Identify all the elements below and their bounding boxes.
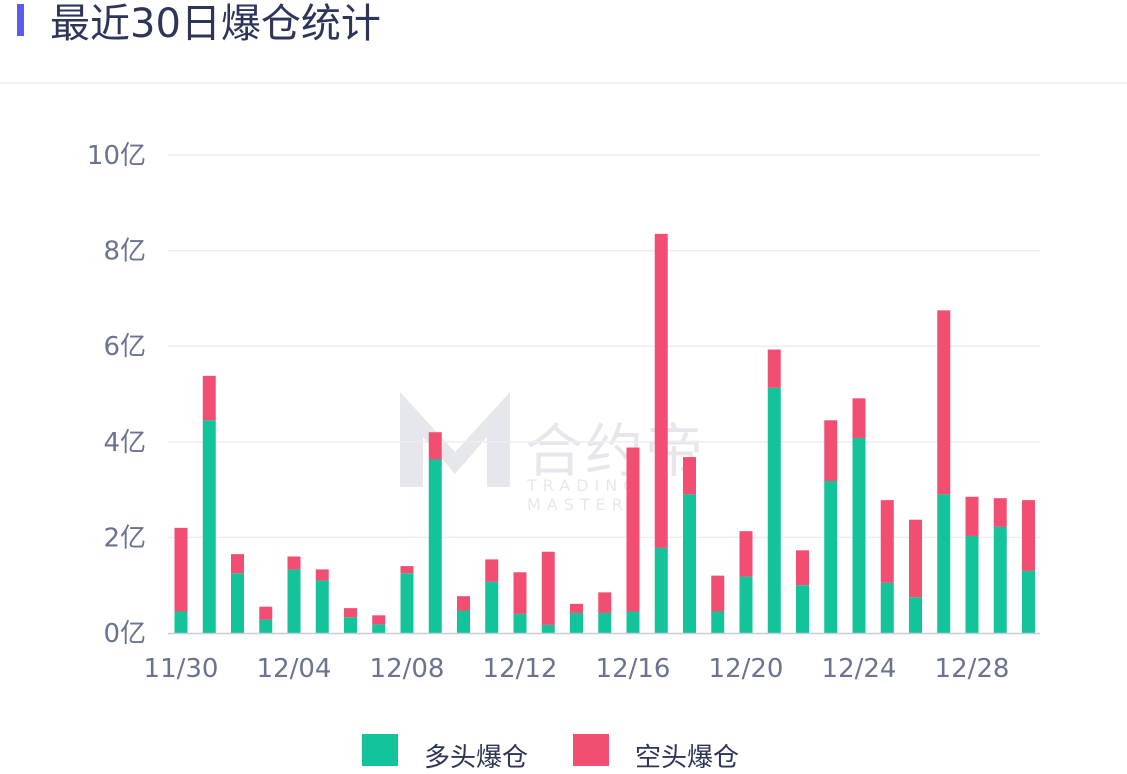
title-accent-bar [17, 4, 24, 36]
bar-long-12/14[interactable] [570, 612, 583, 633]
watermark-text: 合约帝 [525, 417, 706, 485]
bar-long-12/11[interactable] [485, 581, 499, 633]
bar-long-12/18[interactable] [683, 494, 696, 633]
bar-long-12/03[interactable] [259, 619, 273, 633]
bar-short-12/19[interactable] [711, 575, 725, 612]
x-tick-label: 12/08 [370, 654, 445, 684]
bar-short-12/22[interactable] [796, 550, 809, 586]
bar-short-12/24[interactable] [852, 398, 866, 438]
bar-short-12/05[interactable] [315, 569, 329, 581]
bar-short-12/15[interactable] [598, 592, 612, 613]
bar-short-12/17[interactable] [654, 233, 668, 548]
x-axis: 11/30 12/04 12/08 12/12 12/16 12/20 12/24 12/28 [144, 654, 1010, 684]
bar-long-12/29[interactable] [993, 526, 1007, 633]
watermark-logo-icon [400, 392, 510, 487]
bar-long-12/13[interactable] [541, 624, 555, 633]
y-tick-label: 2亿 [103, 523, 146, 553]
bar-long-12/06[interactable] [344, 617, 357, 633]
y-tick-label: 6亿 [103, 332, 146, 362]
bar-short-12/20[interactable] [739, 531, 753, 577]
bar-long-12/15[interactable] [598, 612, 612, 633]
bar-long-12/16[interactable] [626, 611, 640, 633]
bar-short-12/03[interactable] [259, 606, 273, 620]
bar-long-12/19[interactable] [711, 611, 725, 633]
bar-short-12/01[interactable] [202, 375, 216, 421]
bar-long-12/24[interactable] [852, 437, 866, 633]
page-title: 最近30日爆仓统计 [50, 1, 381, 47]
x-tick-label: 11/30 [144, 654, 219, 684]
legend: 多头爆仓 空头爆仓 [0, 728, 1127, 773]
bar-long-12/27[interactable] [937, 494, 951, 633]
bar-short-12/12[interactable] [513, 572, 527, 614]
bar-short-12/23[interactable] [824, 420, 838, 481]
watermark: 合约帝 TRADING MASTER [395, 382, 735, 514]
bar-short-12/06[interactable] [344, 608, 357, 618]
bar-short-12/27[interactable] [937, 310, 951, 495]
bar-short-12/14[interactable] [570, 603, 583, 613]
x-tick-label: 12/24 [822, 654, 897, 684]
bar-long-12/02[interactable] [231, 573, 244, 633]
chart-grid [168, 154, 1040, 539]
bar-short-12/11[interactable] [485, 559, 499, 582]
bar-short-12/16[interactable] [626, 447, 640, 612]
y-tick-label: 8亿 [103, 237, 146, 267]
x-tick-label: 12/28 [935, 654, 1010, 684]
bar-short-12/25[interactable] [880, 500, 894, 583]
bar-long-12/09[interactable] [428, 459, 442, 633]
bar-long-12/01[interactable] [202, 420, 216, 633]
bar-long-12/07[interactable] [372, 624, 386, 633]
bar-long-12/05[interactable] [315, 580, 329, 633]
bar-short-12/07[interactable] [372, 615, 386, 625]
x-tick-label: 12/12 [483, 654, 558, 684]
bar-long-12/26[interactable] [909, 597, 922, 633]
y-axis: 0亿 2亿 4亿 6亿 8亿 10亿 [87, 141, 146, 649]
bar-short-12/08[interactable] [400, 566, 414, 574]
bar-short-12/29[interactable] [993, 498, 1007, 527]
legend-label-short: 空头爆仓 [635, 743, 740, 773]
bar-short-12/10[interactable] [457, 596, 470, 611]
x-tick-label: 12/20 [709, 654, 784, 684]
bar-short-12/04[interactable] [287, 556, 301, 570]
bar-short-12/13[interactable] [541, 551, 555, 625]
legend-swatch-long [362, 734, 398, 766]
header: 最近30日爆仓统计 [0, 0, 1127, 84]
bar-long-12/08[interactable] [400, 573, 414, 633]
x-tick-label: 12/16 [596, 654, 671, 684]
legend-label-long: 多头爆仓 [424, 743, 529, 773]
bar-short-12/18[interactable] [683, 457, 696, 495]
bar-long-12/22[interactable] [796, 585, 809, 633]
chart-bars [174, 233, 1035, 633]
y-tick-label: 10亿 [87, 141, 146, 171]
y-tick-label: 4亿 [103, 428, 146, 458]
bar-long-12/28[interactable] [965, 535, 979, 633]
bar-short-12/02[interactable] [231, 554, 244, 574]
bar-long-12/20[interactable] [739, 576, 753, 633]
bar-long-12/12[interactable] [513, 613, 527, 633]
watermark-subtext: TRADING MASTER [527, 476, 642, 514]
bar-short-11/30[interactable] [174, 527, 188, 612]
bar-long-12/04[interactable] [287, 569, 301, 633]
x-tick-label: 12/04 [257, 654, 332, 684]
bar-short-12/28[interactable] [965, 496, 979, 536]
bar-short-12/30[interactable] [1022, 500, 1035, 571]
bar-long-12/10[interactable] [457, 610, 470, 633]
legend-swatch-short [573, 734, 609, 766]
y-tick-label: 0亿 [103, 619, 146, 649]
bar-long-12/17[interactable] [654, 547, 668, 633]
bar-long-12/23[interactable] [824, 480, 838, 633]
bar-short-12/09[interactable] [428, 432, 442, 460]
bar-long-11/30[interactable] [174, 611, 188, 633]
bar-long-12/21[interactable] [767, 387, 781, 633]
bar-long-12/25[interactable] [880, 582, 894, 633]
bar-short-12/21[interactable] [767, 349, 781, 388]
bar-short-12/26[interactable] [909, 519, 922, 598]
bar-long-12/30[interactable] [1022, 570, 1035, 633]
